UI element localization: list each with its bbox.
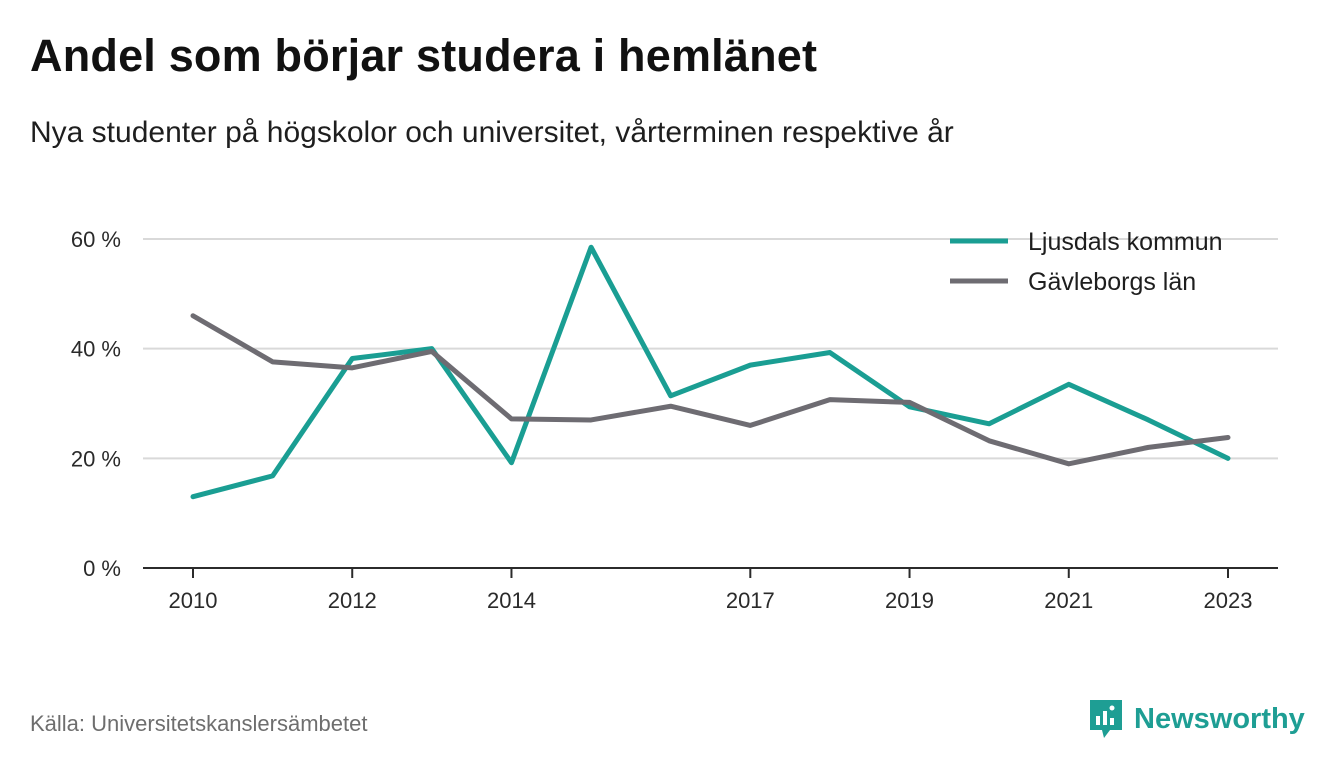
brand-name: Newsworthy bbox=[1134, 702, 1305, 735]
x-tick-label: 2019 bbox=[885, 588, 934, 613]
brand-logo: Newsworthy bbox=[1088, 698, 1305, 740]
series-line-1 bbox=[190, 313, 1231, 467]
y-tick-label: 40 % bbox=[71, 337, 121, 362]
legend-label: Ljusdals kommun bbox=[1028, 228, 1223, 256]
y-axis-ticks: 0 % 20 % 40 % 60 % bbox=[71, 227, 121, 581]
chart-title: Andel som börjar studera i hemlänet bbox=[30, 30, 818, 81]
chart-subtitle: Nya studenter på högskolor och universit… bbox=[30, 116, 954, 149]
x-tick-label: 2023 bbox=[1204, 588, 1253, 613]
x-axis-ticks: 2010 2012 2014 2017 2019 2021 2023 bbox=[169, 568, 1253, 613]
series-line-0 bbox=[190, 244, 1231, 500]
y-tick-label: 20 % bbox=[71, 446, 121, 471]
legend: Ljusdals kommun Gävleborgs län bbox=[950, 228, 1223, 296]
legend-label: Gävleborgs län bbox=[1028, 268, 1196, 296]
x-tick-label: 2010 bbox=[169, 588, 218, 613]
y-tick-label: 60 % bbox=[71, 227, 121, 252]
source-note: Källa: Universitetskanslersämbetet bbox=[30, 711, 368, 736]
x-tick-label: 2014 bbox=[487, 588, 536, 613]
x-tick-label: 2012 bbox=[328, 588, 377, 613]
y-tick-label: 0 % bbox=[83, 556, 121, 581]
x-tick-label: 2017 bbox=[726, 588, 775, 613]
newsworthy-logo-icon bbox=[1090, 700, 1122, 738]
series-lines bbox=[190, 244, 1231, 500]
x-tick-label: 2021 bbox=[1044, 588, 1093, 613]
line-chart: 0 % 20 % 40 % 60 % 2010 2012 2014 2017 2019 2021… bbox=[71, 227, 1278, 613]
